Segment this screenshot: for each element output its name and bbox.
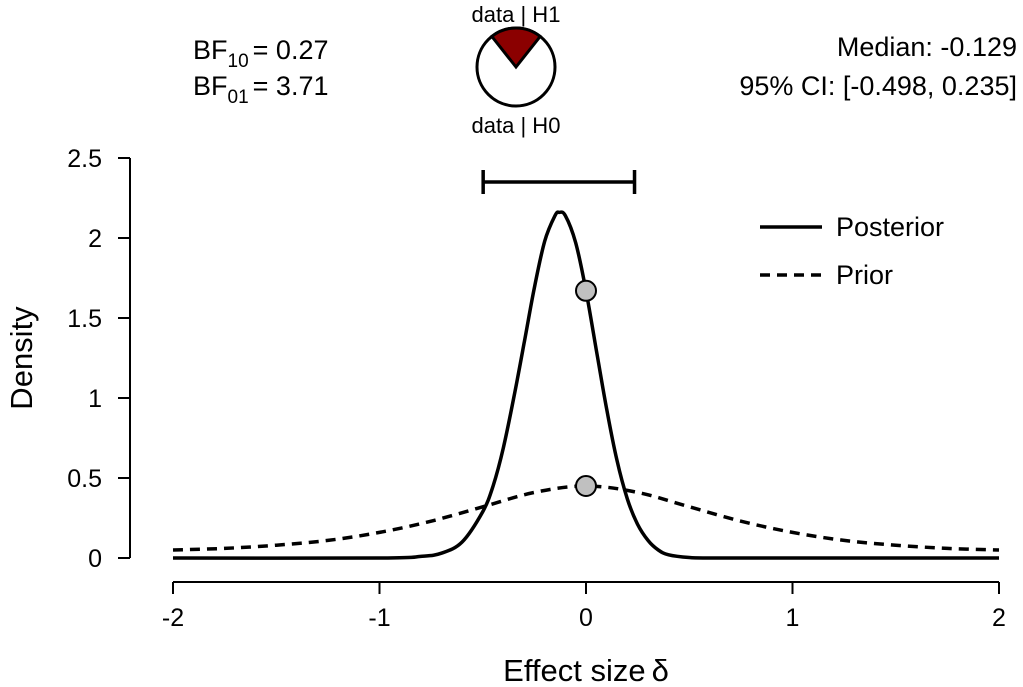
prior-line <box>172 484 1000 552</box>
y-tick-label: 2.5 <box>67 145 102 173</box>
y-tick-label: 0.5 <box>67 465 102 493</box>
x-tick-label: 1 <box>786 604 800 632</box>
legend: Posterior Prior <box>760 212 944 290</box>
legend-prior-label: Prior <box>836 260 893 290</box>
bf01-text: BF01 = 3.71 <box>193 71 328 108</box>
y-tick-label: 2 <box>88 225 102 253</box>
median-text: Median: -0.129 <box>837 32 1017 62</box>
x-tick-label: 2 <box>992 604 1006 632</box>
axes: 0 0.5 1 1.5 2 2.5 -2 -1 0 1 2 <box>67 145 1006 632</box>
x-tick-label: -1 <box>368 604 390 632</box>
posterior-point-at-zero <box>575 279 597 302</box>
ci-text: 95% CI: [-0.498, 0.235] <box>739 71 1017 101</box>
x-tick-label: -2 <box>162 604 184 632</box>
y-tick-label: 1.5 <box>67 305 102 333</box>
posterior-line <box>172 210 999 560</box>
credible-interval <box>481 170 637 194</box>
series-lines <box>172 210 1000 560</box>
pie-label-h1: data | H1 <box>472 2 561 27</box>
x-axis-title: Effect size δ <box>503 653 669 687</box>
points <box>575 279 597 497</box>
legend-posterior-label: Posterior <box>836 212 944 242</box>
x-tick-label: 0 <box>579 604 593 632</box>
y-tick-label: 1 <box>88 385 102 413</box>
pie-label-h0: data | H0 <box>472 113 561 138</box>
y-axis-title: Density <box>4 306 39 410</box>
prior-point-at-zero <box>575 475 597 497</box>
bf10-text: BF10 = 0.27 <box>193 35 328 72</box>
pie-h1-slice <box>489 26 543 70</box>
probability-wheel <box>475 26 557 108</box>
y-tick-label: 0 <box>88 545 102 573</box>
